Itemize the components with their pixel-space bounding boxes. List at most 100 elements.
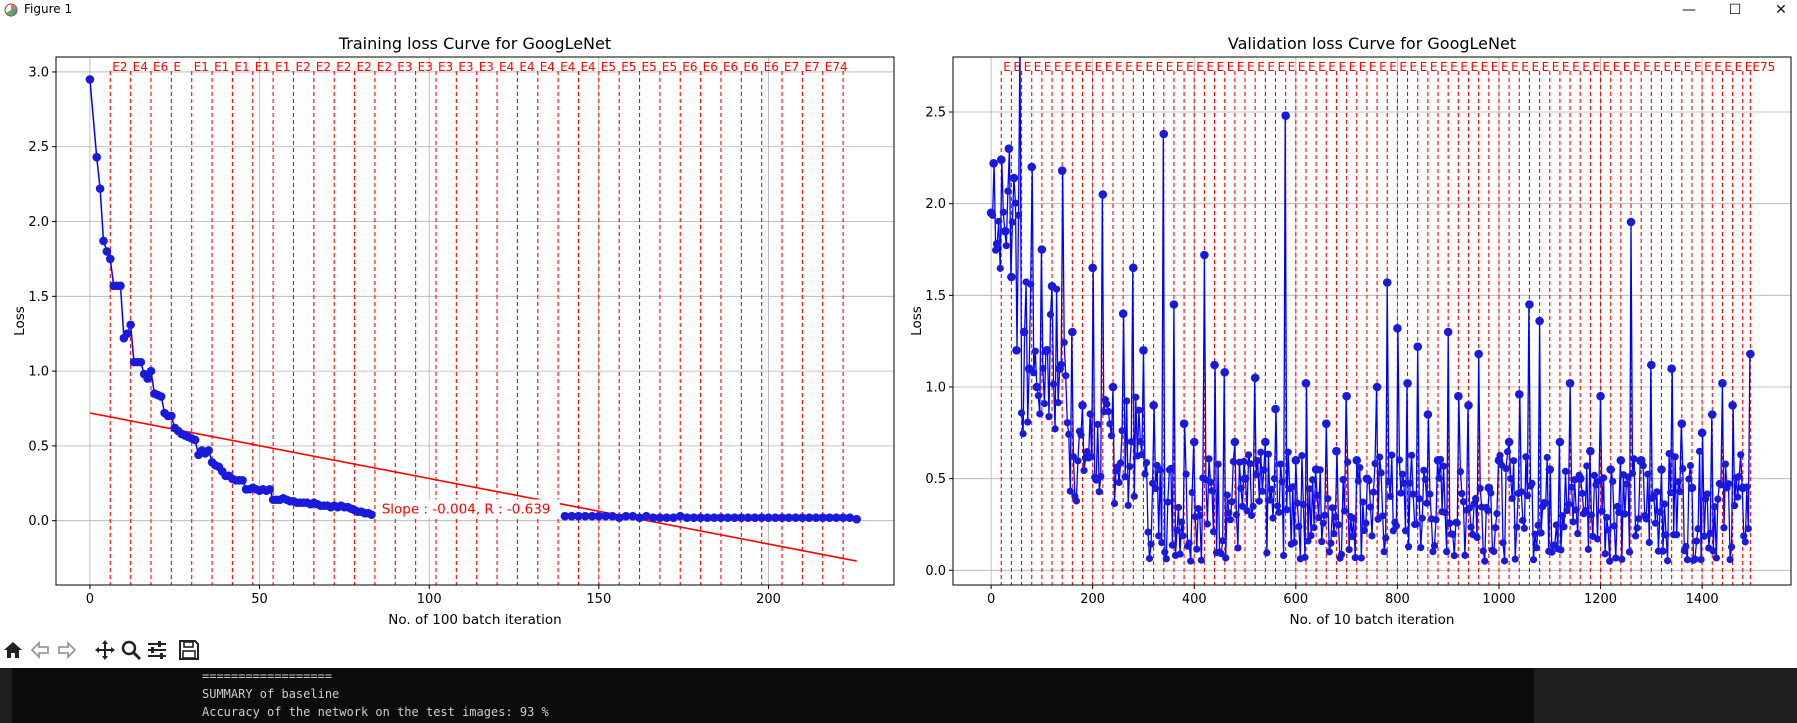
val-loss-spike-point <box>1565 379 1575 388</box>
val-loss-point <box>1188 488 1196 497</box>
val-loss-point <box>1644 470 1652 478</box>
val-loss-point <box>1260 466 1268 474</box>
zoom-icon[interactable] <box>118 637 144 663</box>
val-loss-point <box>1237 484 1245 492</box>
val-loss-spike-point <box>1311 465 1321 474</box>
epoch-label: E <box>1115 60 1123 74</box>
forward-arrow-icon[interactable] <box>54 637 80 663</box>
val-loss-spike-point <box>1525 300 1534 309</box>
close-button[interactable]: ✕ <box>1775 2 1787 18</box>
val-loss-point <box>1665 449 1673 458</box>
epoch-label: E <box>1450 60 1458 74</box>
val-loss-point <box>1255 497 1263 505</box>
val-loss-point <box>1368 532 1376 540</box>
save-icon[interactable] <box>176 637 202 663</box>
val-loss-point <box>1121 473 1129 481</box>
val-loss-point <box>1331 513 1340 521</box>
val-loss-point <box>1694 525 1702 533</box>
val-loss-point <box>1727 543 1736 551</box>
val-loss-point <box>1465 504 1474 512</box>
loss-point <box>798 513 807 522</box>
val-loss-point <box>1095 488 1103 496</box>
val-loss-point <box>1275 508 1283 516</box>
val-loss-point <box>1046 310 1055 319</box>
minimize-button[interactable]: — <box>1682 2 1696 18</box>
maximize-button[interactable]: ☐ <box>1728 2 1742 18</box>
val-loss-point <box>1196 511 1204 520</box>
val-loss-point <box>1510 457 1518 465</box>
epoch-label: E <box>1349 60 1357 74</box>
val-loss-point <box>1362 519 1370 527</box>
epoch-label: E <box>1298 60 1306 74</box>
loss-point <box>764 513 773 522</box>
val-loss-point <box>1598 507 1606 515</box>
val-loss-point <box>1583 462 1591 470</box>
val-loss-spike-point <box>989 159 998 168</box>
epoch-label: E4 <box>519 60 534 74</box>
val-loss-point <box>1366 503 1375 511</box>
val-loss-spike-point <box>1535 316 1544 326</box>
val-loss-point <box>1599 474 1608 482</box>
val-loss-point <box>1500 557 1509 565</box>
epoch-label: E <box>1044 60 1052 74</box>
pan-move-icon[interactable] <box>92 637 118 663</box>
val-loss-point <box>1552 521 1560 529</box>
val-loss-point <box>1621 510 1629 518</box>
val-loss-point <box>1376 453 1384 461</box>
loss-point <box>574 511 583 521</box>
val-loss-point <box>1682 542 1690 551</box>
figure-canvas[interactable]: 0 50 100 150 200 0.0 0.5 1.0 1.5 2.0 2.5 3.0 Trainin… <box>0 20 1797 630</box>
back-arrow-icon[interactable] <box>27 637 53 663</box>
epoch-label: E1 <box>214 60 229 74</box>
val-loss-point <box>1155 532 1163 540</box>
val-loss-point <box>1441 509 1449 517</box>
val-loss-point <box>1622 480 1631 488</box>
epoch-label: E <box>1420 60 1428 74</box>
val-loss-point <box>1176 550 1184 558</box>
x-tick-label: 200 <box>1080 592 1105 607</box>
val-loss-point <box>1185 539 1193 547</box>
val-loss-point <box>1409 490 1417 498</box>
val-loss-point <box>1327 539 1335 547</box>
epoch-label: E <box>1247 60 1255 74</box>
epoch-label: E3 <box>397 60 412 74</box>
val-loss-spike-point <box>1019 327 1029 337</box>
loss-point <box>730 513 739 522</box>
home-icon[interactable] <box>0 637 26 663</box>
val-loss-point <box>992 246 1000 254</box>
val-loss-point <box>1065 430 1073 438</box>
val-loss-point <box>1319 519 1327 527</box>
val-loss-point <box>996 264 1004 272</box>
val-loss-spike-point <box>1657 465 1666 474</box>
epoch-label: E <box>1410 60 1418 74</box>
epoch-label: E6 <box>764 60 779 74</box>
val-loss-spike-point <box>1746 349 1755 359</box>
val-loss-point <box>1625 548 1634 556</box>
loss-point <box>655 513 665 522</box>
epoch-label: E <box>1613 60 1621 74</box>
loss-point <box>669 513 678 522</box>
val-loss-point <box>1529 556 1538 564</box>
val-loss-spike-point <box>1139 346 1148 355</box>
val-loss-point <box>1415 495 1423 503</box>
val-loss-point <box>1531 530 1539 538</box>
epoch-label: E <box>1003 60 1011 74</box>
subplots-config-icon[interactable] <box>144 637 170 663</box>
val-loss-point <box>1724 480 1733 488</box>
val-loss-spike-point <box>1484 483 1494 493</box>
epoch-label: E <box>1156 60 1164 74</box>
val-loss-spike-point <box>1687 483 1697 493</box>
epoch-label: E <box>1663 60 1671 74</box>
val-loss-spike-point <box>1321 419 1331 428</box>
val-loss-point <box>1631 532 1640 540</box>
loss-point <box>102 247 112 256</box>
val-loss-spike-point <box>1707 410 1717 419</box>
epoch-label: E <box>1318 60 1326 74</box>
val-loss-point <box>1581 506 1589 515</box>
chart-validation-loss: 0 200 400 600 800 1000 1200 1400 0.0 0.5 1.0 1.5 2.0… <box>909 34 1792 628</box>
val-loss-spike-point <box>1332 446 1341 456</box>
val-loss-point <box>1610 522 1618 530</box>
val-loss-point <box>1060 338 1068 347</box>
val-loss-point <box>1244 451 1253 459</box>
